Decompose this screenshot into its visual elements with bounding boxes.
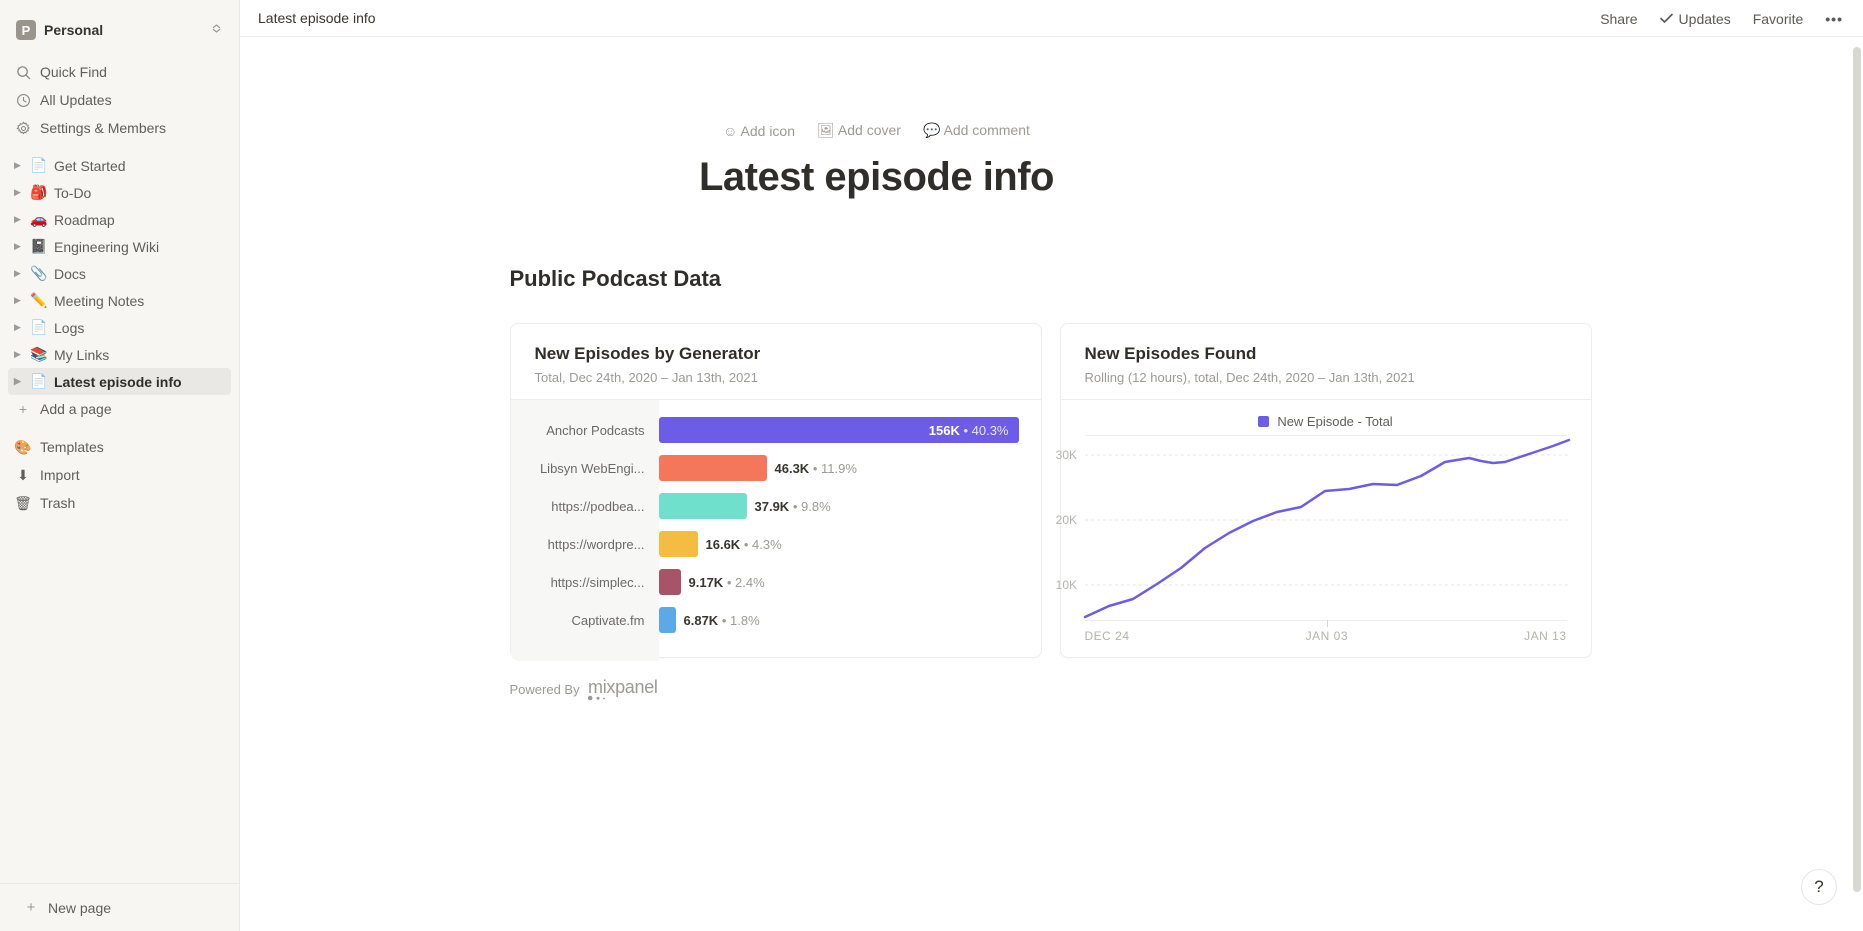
svg-text:30K: 30K xyxy=(1055,448,1076,462)
svg-text:mixpanel: mixpanel xyxy=(588,677,658,697)
svg-text:10K: 10K xyxy=(1055,578,1076,592)
svg-text:20K: 20K xyxy=(1055,513,1076,527)
